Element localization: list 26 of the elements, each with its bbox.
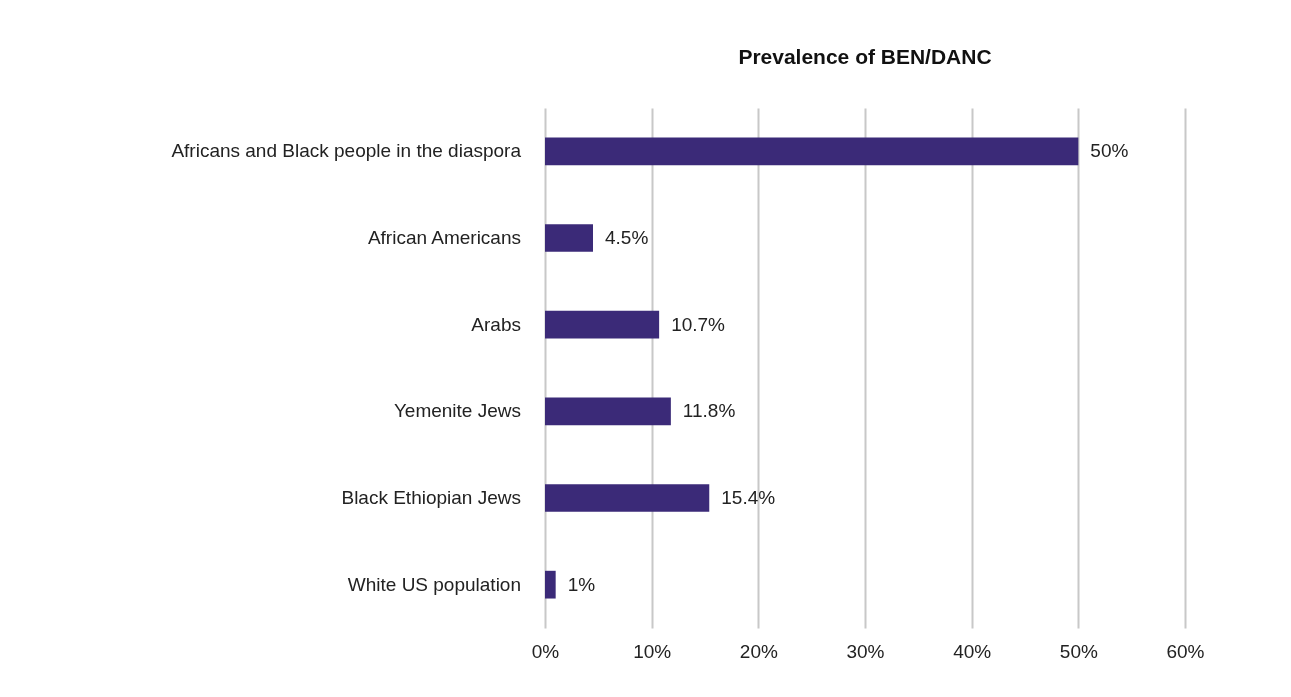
- data-label: 11.8%: [682, 400, 736, 422]
- x-tick-label: 50%: [1059, 640, 1098, 662]
- bar: [545, 310, 660, 339]
- data-label: 50%: [1090, 140, 1129, 162]
- bar: [545, 397, 671, 426]
- x-tick-label: 40%: [953, 640, 992, 662]
- y-tick-label: African Americans: [367, 227, 521, 248]
- bar: [545, 484, 710, 512]
- y-tick-label: Black Ethiopian Jews: [341, 487, 521, 508]
- data-label: 1%: [567, 573, 596, 595]
- x-tick-label: 20%: [739, 640, 778, 662]
- y-tick-label: Yemenite Jews: [393, 400, 521, 422]
- y-tick-label: Arabs: [471, 313, 521, 335]
- data-label: 4.5%: [605, 227, 649, 248]
- bar: [545, 570, 556, 599]
- x-tick-label: 0%: [531, 640, 560, 662]
- data-label: 15.4%: [721, 487, 776, 508]
- bar: [545, 224, 593, 252]
- bar: [545, 137, 1079, 166]
- y-tick-label: White US population: [347, 573, 521, 595]
- y-tick-label: Africans and Black people in the diaspora: [171, 140, 522, 162]
- x-tick-label: 10%: [633, 640, 672, 662]
- data-label: 10.7%: [671, 313, 726, 335]
- chart-title: Prevalence of BEN/DANC: [738, 45, 992, 68]
- x-tick-label: 60%: [1166, 640, 1205, 662]
- x-tick-label: 30%: [846, 640, 885, 662]
